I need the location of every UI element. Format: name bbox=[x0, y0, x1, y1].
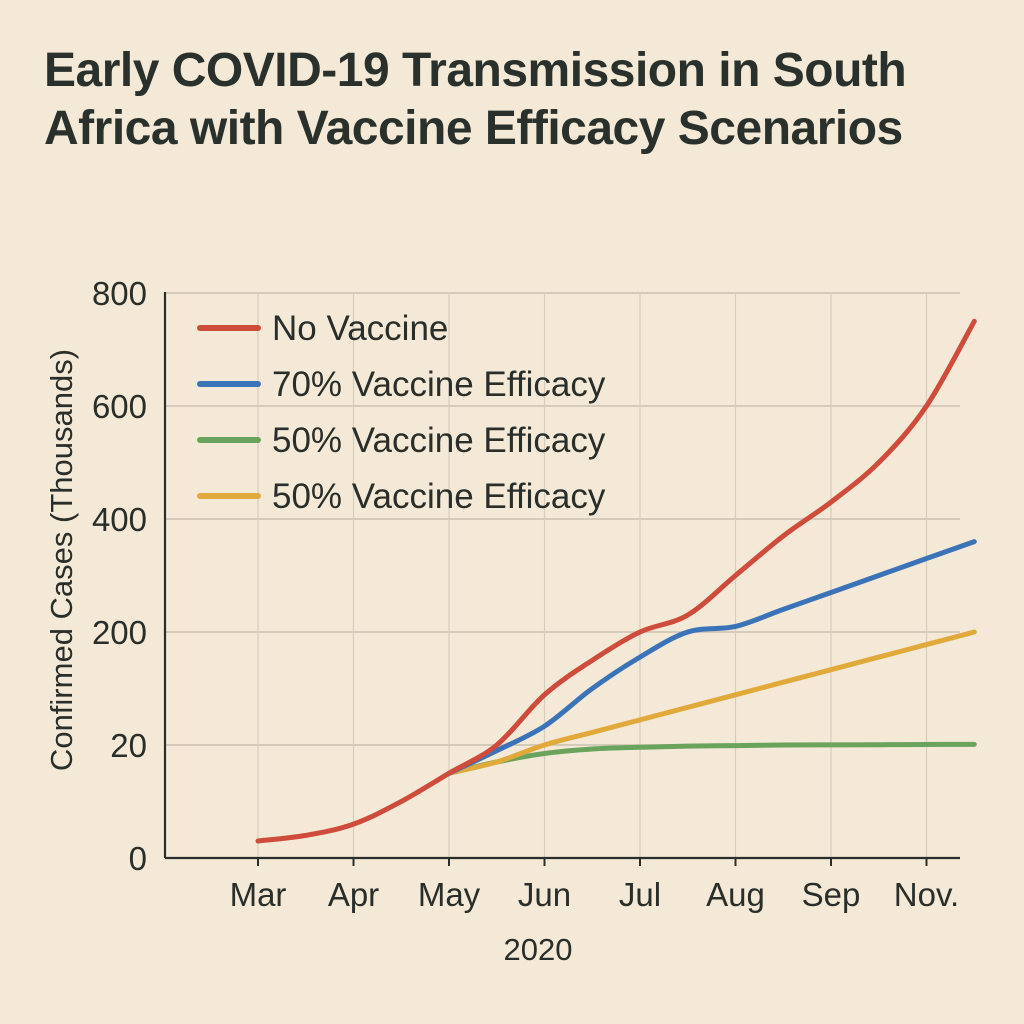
series-line-50-vaccine-efficacy-2 bbox=[446, 741, 977, 776]
tick-labels: 0 20 200 400 600 800 Mar Apr May Jun Jul Aug Sep Nov. bbox=[92, 275, 959, 913]
x-tick-label: Apr bbox=[328, 876, 379, 913]
x-tick-label: Aug bbox=[706, 876, 765, 913]
x-tick-label: Sep bbox=[802, 876, 861, 913]
legend: No Vaccine 70% Vaccine Efficacy 50% Vaccin… bbox=[197, 309, 606, 516]
series-lines bbox=[255, 318, 977, 844]
x-axis-title: 2020 bbox=[504, 932, 573, 967]
x-tick-label: Mar bbox=[230, 876, 287, 913]
series-line-70-vaccine-efficacy-1 bbox=[446, 539, 977, 776]
series-line-no-vaccine-0 bbox=[255, 318, 977, 844]
legend-label: 70% Vaccine Efficacy bbox=[272, 365, 606, 404]
x-tick-label: Jul bbox=[619, 876, 661, 913]
y-tick-label: 400 bbox=[92, 501, 147, 538]
legend-label: 50% Vaccine Efficacy bbox=[272, 477, 606, 516]
y-axis-title: Confirmed Cases (Thousands) bbox=[44, 349, 79, 771]
legend-label: 50% Vaccine Efficacy bbox=[272, 421, 606, 460]
y-tick-label: 0 bbox=[129, 840, 147, 877]
y-tick-label: 800 bbox=[92, 275, 147, 312]
x-tick-label: Nov. bbox=[894, 876, 959, 913]
axes bbox=[163, 292, 960, 866]
y-tick-label: 200 bbox=[92, 614, 147, 651]
x-tick-label: Jun bbox=[518, 876, 571, 913]
series-line-50-vaccine-efficacy-3 bbox=[446, 629, 977, 776]
y-tick-label: 20 bbox=[110, 727, 147, 764]
legend-label: No Vaccine bbox=[272, 309, 448, 348]
y-tick-label: 600 bbox=[92, 388, 147, 425]
x-tick-label: May bbox=[418, 876, 481, 913]
chart-title: Early COVID-19 Transmission in South Afr… bbox=[44, 44, 907, 155]
